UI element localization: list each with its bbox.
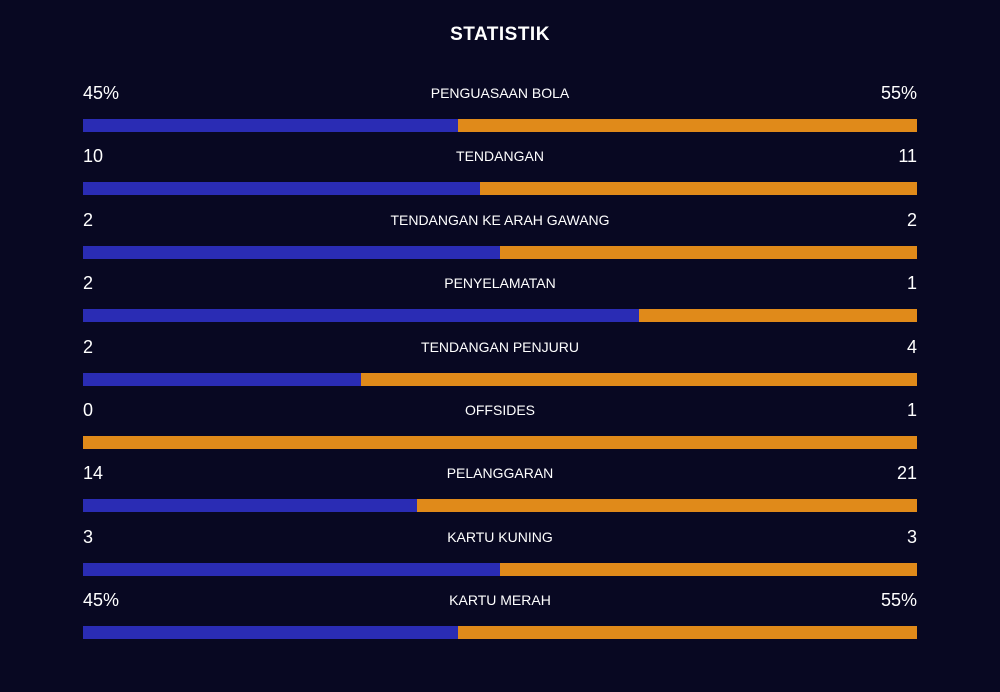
comparison-bar bbox=[83, 245, 917, 259]
home-value: 10 bbox=[83, 146, 104, 167]
stat-label: PENYELAMATAN bbox=[444, 275, 556, 292]
stat-row-shots-on-target: 2 TENDANGAN KE ARAH GAWANG 2 bbox=[83, 207, 917, 270]
stat-label: TENDANGAN bbox=[456, 148, 544, 165]
stat-header: 14 PELANGGARAN 21 bbox=[83, 460, 917, 486]
away-value: 55% bbox=[880, 83, 917, 103]
comparison-bar bbox=[83, 435, 917, 449]
stat-row-red-cards: 45% KARTU MERAH 55% bbox=[83, 587, 917, 650]
stat-row-yellow-cards: 3 KARTU KUNING 3 bbox=[83, 524, 917, 587]
home-value: 0 bbox=[83, 399, 94, 420]
stats-list: 45% PENGUASAAN BOLA 55% 10 TENDANGAN 11 … bbox=[83, 80, 917, 651]
away-value: 21 bbox=[896, 463, 917, 484]
stat-row-offsides: 0 OFFSIDES 1 bbox=[83, 397, 917, 460]
home-value: 45% bbox=[83, 83, 120, 103]
away-value: 4 bbox=[906, 336, 917, 357]
away-value: 11 bbox=[898, 146, 917, 167]
stat-row-fouls: 14 PELANGGARAN 21 bbox=[83, 460, 917, 523]
stat-row-possession: 45% PENGUASAAN BOLA 55% bbox=[83, 80, 917, 143]
stat-row-corners: 2 TENDANGAN PENJURU 4 bbox=[83, 334, 917, 397]
away-bar-fill bbox=[458, 119, 917, 132]
away-bar-fill bbox=[416, 499, 917, 513]
home-value: 3 bbox=[83, 526, 94, 547]
home-bar-fill bbox=[83, 562, 500, 576]
home-bar-fill bbox=[83, 626, 459, 640]
stat-row-saves: 2 PENYELAMATAN 1 bbox=[83, 270, 917, 333]
stat-label: PELANGGARAN bbox=[446, 465, 554, 482]
away-bar-fill bbox=[479, 182, 917, 196]
comparison-bar bbox=[83, 182, 917, 196]
away-value: 2 bbox=[906, 209, 917, 230]
comparison-bar bbox=[83, 309, 917, 323]
stat-label: TENDANGAN PENJURU bbox=[421, 338, 579, 355]
away-bar-fill bbox=[83, 435, 917, 449]
home-value: 2 bbox=[83, 209, 94, 230]
home-bar-fill bbox=[83, 119, 459, 132]
stat-header: 10 TENDANGAN 11 bbox=[83, 143, 917, 169]
stat-label: TENDANGAN KE ARAH GAWANG bbox=[390, 211, 610, 228]
away-bar-fill bbox=[360, 372, 917, 386]
home-bar-fill bbox=[83, 372, 361, 386]
home-value: 2 bbox=[83, 336, 94, 357]
stat-header: 45% KARTU MERAH 55% bbox=[83, 587, 917, 613]
stat-header: 2 TENDANGAN KE ARAH GAWANG 2 bbox=[83, 207, 917, 233]
stat-row-shots: 10 TENDANGAN 11 bbox=[83, 143, 917, 206]
away-bar-fill bbox=[500, 562, 917, 576]
away-value: 1 bbox=[906, 273, 917, 294]
comparison-bar bbox=[83, 119, 917, 132]
away-value: 3 bbox=[906, 526, 917, 547]
home-bar-fill bbox=[83, 499, 417, 513]
home-value: 2 bbox=[83, 273, 94, 294]
home-value: 14 bbox=[83, 463, 104, 484]
stat-label: OFFSIDES bbox=[464, 401, 535, 418]
away-value: 55% bbox=[880, 590, 917, 611]
stat-label: KARTU KUNING bbox=[447, 528, 553, 545]
stat-header: 2 TENDANGAN PENJURU 4 bbox=[83, 334, 917, 360]
away-bar-fill bbox=[500, 245, 917, 259]
stat-header: 2 PENYELAMATAN 1 bbox=[83, 270, 917, 296]
comparison-bar bbox=[83, 372, 917, 386]
stats-title: STATISTIK bbox=[450, 24, 550, 45]
comparison-bar bbox=[83, 562, 917, 576]
home-bar-fill bbox=[83, 309, 640, 323]
comparison-bar bbox=[83, 626, 917, 640]
away-value: 1 bbox=[906, 399, 917, 420]
stat-label: PENGUASAAN BOLA bbox=[430, 85, 570, 101]
comparison-bar bbox=[83, 499, 917, 513]
away-bar-fill bbox=[639, 309, 917, 323]
home-value: 45% bbox=[83, 590, 120, 611]
stat-header: 3 KARTU KUNING 3 bbox=[83, 524, 917, 550]
home-bar-fill bbox=[83, 182, 480, 196]
stat-header: 0 OFFSIDES 1 bbox=[83, 397, 917, 423]
stat-label: KARTU MERAH bbox=[449, 592, 551, 609]
stat-header: 45% PENGUASAAN BOLA 55% bbox=[83, 80, 917, 106]
home-bar-fill bbox=[83, 245, 500, 259]
away-bar-fill bbox=[458, 626, 917, 640]
